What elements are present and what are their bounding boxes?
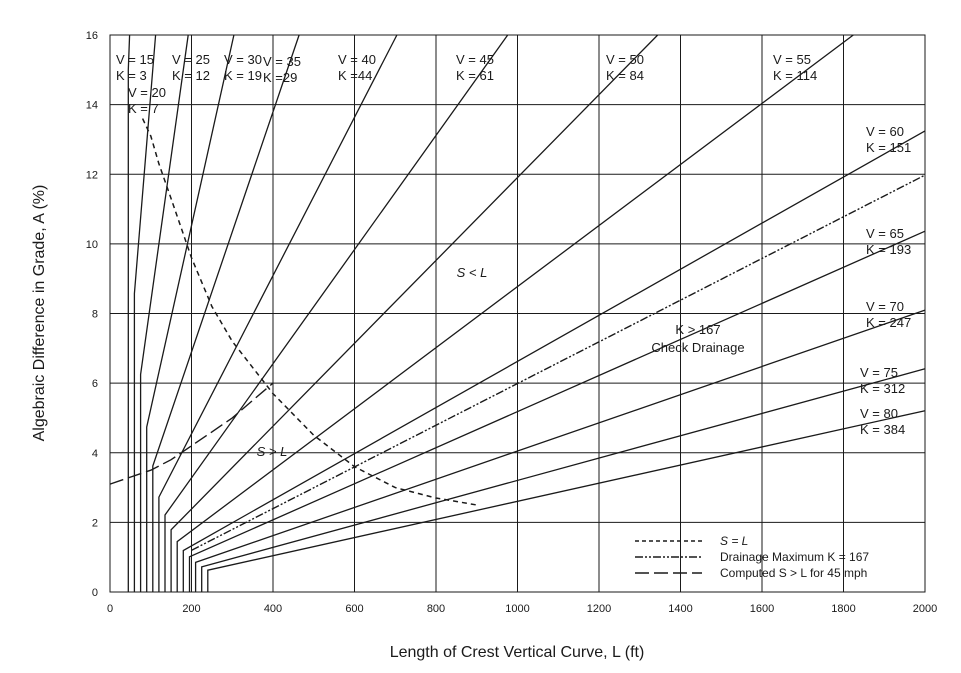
x-tick-label: 200 [182,603,200,615]
x-tick-label: 1000 [505,603,529,615]
y-axis-title: Algebraic Difference in Grade, A (%) [31,185,48,442]
annotation-check-drainage: Check Drainage [651,340,744,355]
curve-label-v75-k: K = 312 [860,381,905,396]
curve-label-v60-speed: V = 60 [866,124,904,139]
x-tick-label: 400 [264,603,282,615]
curve-label-v40-k: K =44 [338,68,372,83]
legend-label-computed: Computed S > L for 45 mph [720,566,867,580]
y-tick-label: 12 [86,169,98,181]
curve-v60 [182,130,926,592]
curve-v40 [158,34,398,592]
x-tick-label: 600 [345,603,363,615]
curve-v30 [146,34,235,592]
x-tick-label: 1600 [750,603,774,615]
curve-label-v65-k: K = 193 [866,242,911,257]
curve-labels: V = 15K = 3 V = 20K = 7 V = 25K = 12 V = 30… [116,52,911,437]
curve-label-v45-speed: V = 45 [456,52,494,67]
curve-label-v60-k: K = 151 [866,140,911,155]
curve-v80 [207,410,926,592]
curve-label-v55-k: K = 114 [773,68,817,83]
curve-label-v65-speed: V = 65 [866,226,904,241]
curve-label-v20-speed: V = 20 [128,85,166,100]
curve-label-v70-speed: V = 70 [866,299,904,314]
curve-label-v70-k: K = 247 [866,315,911,330]
curve-label-v75-speed: V = 75 [860,365,898,380]
curve-label-v15-speed: V = 15 [116,52,154,67]
curve-v35 [152,34,300,592]
curve-label-v25-k: K = 12 [172,68,210,83]
computed-45mph-curve [109,382,274,485]
curve-v75 [201,368,926,592]
reference-curves [109,118,926,551]
x-tick-label: 2000 [913,603,937,615]
legend-label-drainage: Drainage Maximum K = 167 [720,550,869,564]
y-tick-label: 14 [86,100,98,112]
curve-v50 [170,34,659,592]
curve-v15 [127,34,131,592]
y-tick-label: 10 [86,239,98,251]
x-axis-title: Length of Crest Vertical Curve, L (ft) [390,644,645,661]
y-tick-label: 8 [92,309,98,321]
x-tick-label: 1200 [587,603,611,615]
curve-v20 [133,34,157,592]
annotation-s-less-l: S < L [457,265,488,280]
curve-v65 [188,230,926,592]
curve-label-v80-speed: V = 80 [860,406,898,421]
curve-v45 [164,34,509,592]
curve-label-v20-k: K = 7 [128,101,159,116]
curve-label-v40-speed: V = 40 [338,52,376,67]
x-tick-label: 1400 [668,603,692,615]
curve-label-v35-speed: V = 35 [263,54,301,69]
annotation-s-greater-l: S > L [257,444,288,459]
tick-labels: 0 200 400 600 800 1000 1200 1400 1600 1800 2000 0 2 4… [86,30,937,615]
curve-label-v45-k: K = 61 [456,68,494,83]
curve-label-v80-k: K = 384 [860,422,905,437]
y-tick-label: 0 [92,587,98,599]
curve-label-v30-k: K = 19 [224,68,262,83]
y-tick-label: 2 [92,517,98,529]
curve-label-v15-k: K = 3 [116,68,147,83]
curve-label-v35-k: K =29 [263,70,297,85]
curve-v70 [194,309,926,592]
s-equals-l-curve [141,118,477,506]
x-tick-label: 0 [107,603,113,615]
legend-label-s-equals-l: S = L [720,534,748,548]
curve-label-v50-k: K = 84 [606,68,644,83]
y-tick-label: 6 [92,378,98,390]
curve-label-v50-speed: V = 50 [606,52,644,67]
curve-label-v30-speed: V = 30 [224,52,262,67]
y-tick-label: 16 [86,30,98,42]
curve-v25 [139,34,189,592]
drainage-maximum-line [191,174,926,551]
x-tick-label: 1800 [831,603,855,615]
x-tick-label: 800 [427,603,445,615]
curve-label-v55-speed: V = 55 [773,52,811,67]
legend: S = L Drainage Maximum K = 167 Computed … [635,534,869,580]
curve-label-v25-speed: V = 25 [172,52,210,67]
annotation-k-gt-167: K > 167 [675,322,720,337]
design-speed-curves [127,34,926,592]
y-tick-label: 4 [92,448,98,460]
curve-v55 [176,34,854,592]
